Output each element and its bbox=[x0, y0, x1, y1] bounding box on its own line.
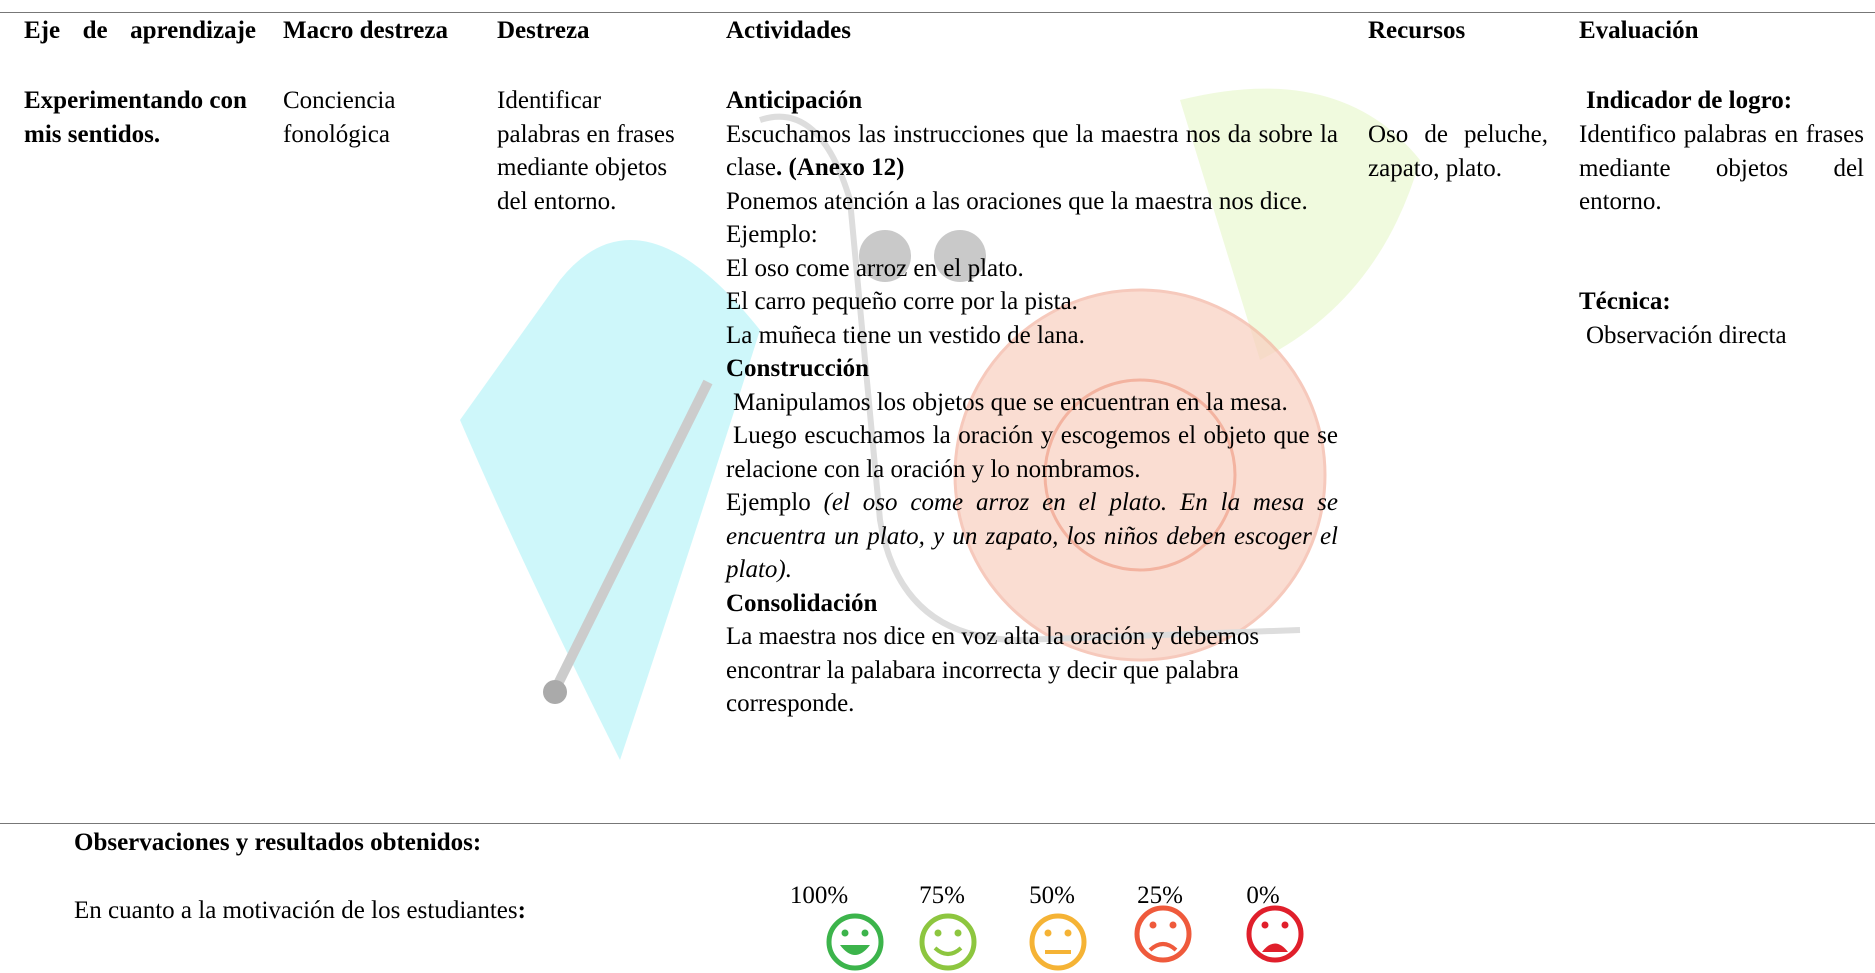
text-run: Luego escuchamos la oración y escogemos … bbox=[726, 422, 1338, 483]
bottom-rule bbox=[0, 823, 1875, 824]
destreza-cell: Identificar palabras en frases mediante … bbox=[497, 87, 675, 215]
paragraph: Luego escuchamos la oración y escogemos … bbox=[726, 419, 1338, 486]
eje-cell: Experimentando con mis sentidos. bbox=[24, 87, 247, 148]
text-run: En cuanto a la motivación de los estudia… bbox=[74, 897, 518, 924]
paragraph: La muñeca tiene un vestido de lana. bbox=[726, 319, 1338, 353]
paragraph: Escuchamos las instrucciones que la maes… bbox=[726, 118, 1338, 185]
text-run: Manipulamos los objetos que se encuentra… bbox=[733, 388, 1288, 416]
scale-label: 25% bbox=[1137, 882, 1183, 909]
text-run: Ejemplo: bbox=[726, 221, 818, 248]
paragraph: La maestra nos dice en voz alta la oraci… bbox=[726, 620, 1301, 721]
tecnica-text: Observación directa bbox=[1586, 322, 1787, 349]
recursos-cell: Oso de peluche, zapato, plato. bbox=[1368, 121, 1548, 182]
text-run: Escuchamos las instrucciones que la maes… bbox=[726, 120, 1338, 182]
cane bbox=[550, 379, 713, 693]
text-run: Ponemos atención a las oraciones que la … bbox=[726, 187, 1308, 215]
footer-title: Observaciones y resultados obtenidos: bbox=[74, 829, 482, 856]
text-run: . (Anexo 12) bbox=[775, 154, 905, 181]
snail-shell bbox=[953, 288, 1327, 662]
section-heading: Construcción bbox=[726, 355, 870, 382]
paragraph: Manipulamos los objetos que se encuentra… bbox=[726, 386, 1338, 420]
glasses bbox=[934, 230, 986, 282]
paragraph: El carro pequeño corre por la pista. bbox=[726, 285, 1338, 319]
text-run: (el oso come arroz en el plato. En la me… bbox=[726, 489, 1338, 583]
section-heading: Anticipación bbox=[726, 87, 863, 114]
text-run: El oso come arroz en el plato. bbox=[726, 254, 1024, 282]
actividades-cell: Anticipación Escuchamos las instrucciones… bbox=[726, 84, 1338, 721]
scale-label: 0% bbox=[1246, 882, 1280, 909]
text-run: La muñeca tiene un vestido de lana. bbox=[726, 321, 1085, 349]
top-rule bbox=[0, 12, 1875, 13]
scale-label: 50% bbox=[1029, 882, 1075, 909]
column-header: Evaluación bbox=[1579, 17, 1699, 44]
column-header: Recursos bbox=[1368, 17, 1466, 44]
snail-body bbox=[759, 113, 1301, 644]
leaf-shape bbox=[1180, 88, 1420, 361]
face-75 bbox=[919, 913, 977, 971]
cane-tip bbox=[543, 680, 567, 704]
motivation-label: En cuanto a la motivación de los estudia… bbox=[74, 894, 526, 928]
paragraph: El oso come arroz en el plato. bbox=[726, 252, 1338, 286]
face-50 bbox=[1029, 913, 1087, 971]
column-header: Destreza bbox=[497, 17, 590, 44]
face-25 bbox=[1134, 905, 1192, 963]
paragraph: Ejemplo: bbox=[726, 218, 1338, 252]
column-header: Macro destreza bbox=[283, 17, 448, 44]
snail-shell-spiral bbox=[1043, 378, 1237, 572]
paragraph: Ponemos atención a las oraciones que la … bbox=[726, 185, 1338, 219]
column-header: Eje de aprendizaje bbox=[24, 17, 256, 44]
leaf-shape bbox=[460, 240, 760, 760]
text-run: : bbox=[517, 897, 526, 924]
tecnica-title: Técnica: bbox=[1579, 288, 1671, 315]
section-heading: Consolidación bbox=[726, 589, 878, 617]
indicador-text: Identifico palabras en frases mediante o… bbox=[1579, 121, 1864, 215]
text-run: El carro pequeño corre por la pista. bbox=[726, 288, 1078, 315]
scale-label: 100% bbox=[789, 882, 849, 909]
face-100 bbox=[826, 913, 884, 971]
indicador-title: Indicador de logro: bbox=[1586, 87, 1793, 114]
text-run: La maestra nos dice en voz alta la oraci… bbox=[726, 623, 1260, 717]
paragraph: Ejemplo (el oso come arroz en el plato. … bbox=[726, 486, 1338, 587]
face-0 bbox=[1246, 905, 1304, 963]
column-header: Actividades bbox=[726, 17, 851, 44]
macro-destreza-cell: Conciencia fonológica bbox=[283, 87, 396, 148]
scale-label: 75% bbox=[919, 882, 965, 909]
glasses bbox=[859, 230, 911, 282]
text-run: Ejemplo bbox=[726, 489, 824, 516]
